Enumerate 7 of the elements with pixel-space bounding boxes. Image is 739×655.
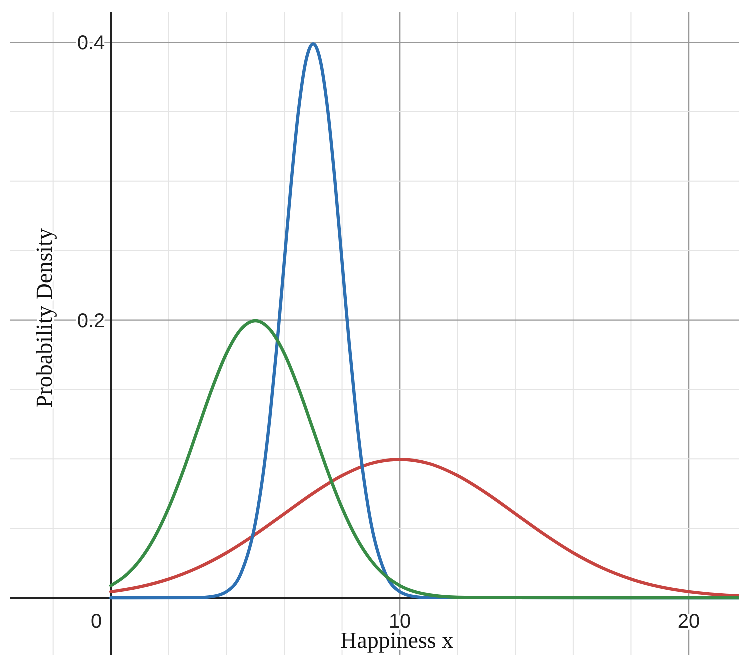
y-axis-title: Probability Density [32, 228, 57, 408]
line-series [110, 458, 739, 598]
x-tick-label: 20 [678, 611, 700, 634]
y-tick-label: 0.4 [77, 32, 106, 55]
x-tick-label: 0 [91, 611, 102, 634]
y-tick-label: 0.2 [77, 310, 106, 332]
line-series [110, 319, 739, 600]
